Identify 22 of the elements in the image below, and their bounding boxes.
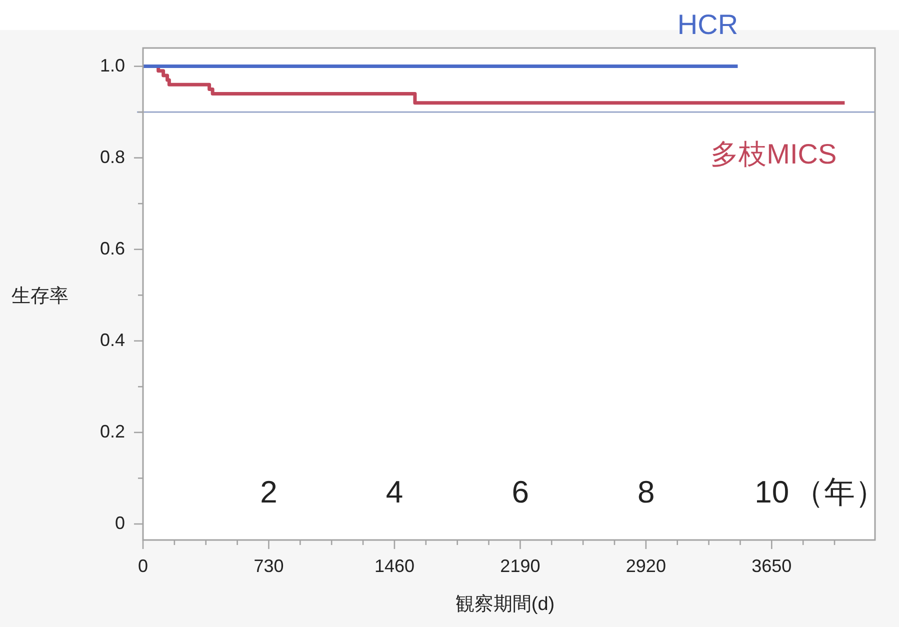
y-tick-label: 0.4: [100, 330, 125, 350]
x2-tick-label: 2: [260, 474, 278, 510]
series-label: HCR: [677, 9, 738, 40]
x-tick-label: 0: [138, 556, 148, 576]
x-tick-label: 730: [254, 556, 284, 576]
series-label: 多枝MICS: [710, 138, 837, 170]
x2-tick-label: 6: [512, 474, 529, 510]
y-tick-label: 0: [114, 512, 125, 533]
x2-tick-label: 4: [386, 474, 404, 510]
x-tick-label: 2920: [626, 556, 666, 576]
x2-tick-label: 8: [637, 474, 655, 510]
y-axis-title: 生存率: [12, 285, 68, 308]
x2-axis-title: （年）: [793, 474, 886, 510]
y-tick-label: 0.8: [100, 146, 125, 167]
y-tick-label: 0.6: [100, 238, 125, 258]
x-tick-label: 2190: [500, 556, 540, 576]
x2-tick-label: 10: [754, 474, 790, 510]
x-tick-label: 1460: [374, 556, 414, 576]
y-tick-label: 0.2: [100, 421, 125, 442]
x-axis-title: 観察期間(d): [455, 593, 555, 616]
y-tick-label: 1.0: [100, 55, 125, 76]
x-tick-label: 3650: [752, 556, 792, 576]
